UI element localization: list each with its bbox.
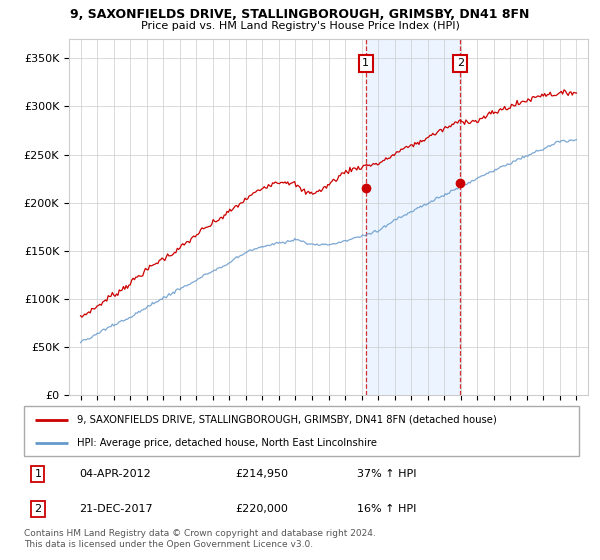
Text: 9, SAXONFIELDS DRIVE, STALLINGBOROUGH, GRIMSBY, DN41 8FN (detached house): 9, SAXONFIELDS DRIVE, STALLINGBOROUGH, G… <box>77 414 496 424</box>
Text: Price paid vs. HM Land Registry's House Price Index (HPI): Price paid vs. HM Land Registry's House … <box>140 21 460 31</box>
Text: HPI: Average price, detached house, North East Lincolnshire: HPI: Average price, detached house, Nort… <box>77 438 377 448</box>
Text: 1: 1 <box>362 58 369 68</box>
Bar <box>365 39 460 395</box>
Text: 2: 2 <box>34 504 41 514</box>
Text: 16% ↑ HPI: 16% ↑ HPI <box>357 504 416 514</box>
Text: £214,950: £214,950 <box>235 469 288 479</box>
Text: 37% ↑ HPI: 37% ↑ HPI <box>357 469 416 479</box>
Text: 9, SAXONFIELDS DRIVE, STALLINGBOROUGH, GRIMSBY, DN41 8FN: 9, SAXONFIELDS DRIVE, STALLINGBOROUGH, G… <box>70 8 530 21</box>
Text: Contains HM Land Registry data © Crown copyright and database right 2024.
This d: Contains HM Land Registry data © Crown c… <box>24 529 376 549</box>
Text: 1: 1 <box>34 469 41 479</box>
Text: 2: 2 <box>457 58 464 68</box>
FancyBboxPatch shape <box>24 406 579 456</box>
Text: 04-APR-2012: 04-APR-2012 <box>79 469 151 479</box>
Text: £220,000: £220,000 <box>235 504 288 514</box>
Text: 21-DEC-2017: 21-DEC-2017 <box>79 504 153 514</box>
